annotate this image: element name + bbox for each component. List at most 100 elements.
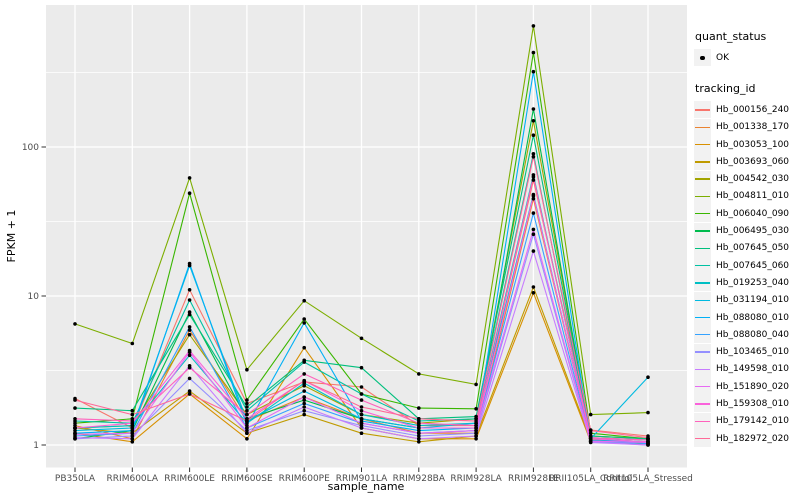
legend-panel: quant_status OK tracking_id Hb_000156_24… bbox=[694, 0, 800, 448]
data-point bbox=[73, 428, 77, 433]
data-point bbox=[130, 426, 135, 430]
data-point bbox=[73, 322, 77, 326]
data-point bbox=[302, 389, 307, 393]
legend-line-swatch bbox=[695, 368, 710, 371]
legend-title-quant-status: quant_status bbox=[695, 30, 767, 43]
x-tick-label: RRIM600PE bbox=[279, 474, 331, 484]
legend-line-swatch bbox=[695, 213, 710, 215]
data-point bbox=[130, 437, 135, 441]
data-point bbox=[359, 426, 364, 430]
x-tick-label: RRIM600SE bbox=[221, 474, 273, 484]
legend-line-swatch bbox=[695, 109, 710, 111]
x-tick-label: RRIM600LA bbox=[107, 474, 159, 484]
data-point bbox=[187, 376, 192, 381]
data-point bbox=[130, 412, 135, 417]
legend-item-label: Hb_001338_170 bbox=[716, 122, 790, 133]
data-point bbox=[531, 249, 536, 253]
legend-line-swatch bbox=[695, 334, 710, 336]
data-point bbox=[359, 421, 364, 426]
data-point bbox=[187, 261, 192, 266]
legend-key-box bbox=[694, 326, 711, 344]
data-point bbox=[359, 431, 364, 436]
legend-line-swatch bbox=[695, 264, 710, 267]
data-point bbox=[187, 310, 192, 314]
legend-line-swatch bbox=[695, 282, 710, 284]
data-point bbox=[359, 385, 364, 389]
data-point bbox=[73, 417, 77, 421]
legend-item-tracking: Hb_003053_100 bbox=[694, 136, 800, 154]
data-point bbox=[588, 431, 593, 436]
legend-line-swatch bbox=[695, 437, 710, 440]
legend-item-label: Hb_004542_030 bbox=[716, 174, 790, 185]
legend-item-tracking: Hb_007645_050 bbox=[694, 239, 800, 257]
y-tick-label: 100 bbox=[22, 143, 39, 153]
data-point bbox=[417, 421, 421, 426]
data-point bbox=[302, 383, 307, 388]
data-point bbox=[359, 408, 364, 413]
x-tick-label: RRII105LA_Control bbox=[549, 474, 632, 484]
data-point bbox=[531, 285, 536, 289]
data-point bbox=[531, 69, 536, 74]
legend-line-swatch bbox=[695, 420, 710, 422]
data-point bbox=[130, 419, 135, 423]
data-point bbox=[187, 288, 192, 292]
legend-item-label: Hb_031194_010 bbox=[716, 295, 790, 306]
legend-key-box bbox=[694, 118, 711, 136]
y-tick-label: 1 bbox=[33, 441, 39, 451]
data-point bbox=[359, 412, 364, 417]
data-point bbox=[245, 408, 249, 413]
data-point bbox=[417, 428, 421, 433]
legend-key-box bbox=[694, 430, 711, 448]
legend-key-box bbox=[694, 395, 711, 413]
data-point bbox=[245, 398, 249, 402]
data-point bbox=[302, 412, 307, 417]
data-point bbox=[245, 426, 249, 430]
data-point bbox=[417, 372, 421, 376]
data-point bbox=[646, 435, 650, 440]
legend-line-swatch bbox=[695, 195, 710, 198]
legend-item-tracking: Hb_103465_010 bbox=[694, 343, 800, 361]
data-point bbox=[187, 328, 192, 332]
data-point bbox=[417, 440, 421, 444]
legend-item-tracking: Hb_179142_010 bbox=[694, 412, 800, 430]
data-point bbox=[130, 440, 135, 444]
legend-item-tracking: Hb_159308_010 bbox=[694, 395, 800, 413]
legend-item-tracking: Hb_003693_060 bbox=[694, 153, 800, 171]
legend-item-label: Hb_003053_100 bbox=[716, 139, 790, 150]
legend-item-label: Hb_088080_010 bbox=[716, 312, 790, 323]
plot-panel: 1 10 100 PB350LA RRIM600LA RRIM600LE RRIM600SE… bbox=[22, 5, 693, 484]
data-point bbox=[130, 434, 135, 438]
x-tick-label: RRIM928LE bbox=[508, 474, 559, 484]
legend-key-box bbox=[694, 360, 711, 378]
data-point bbox=[302, 298, 307, 303]
legend-item-tracking: Hb_031194_010 bbox=[694, 291, 800, 309]
data-point bbox=[130, 341, 135, 346]
legend-item-tracking: Hb_088080_010 bbox=[694, 309, 800, 326]
data-point bbox=[588, 435, 593, 440]
legend-line-swatch bbox=[695, 143, 710, 146]
data-point bbox=[245, 367, 249, 372]
data-point bbox=[187, 176, 192, 180]
data-point bbox=[245, 405, 249, 409]
data-point bbox=[474, 431, 478, 436]
legend-key-box bbox=[694, 378, 711, 396]
legend-line-swatch bbox=[695, 385, 710, 388]
x-tick-label: RRII105LA_Stressed bbox=[603, 474, 693, 484]
legend-item-label: Hb_182972_020 bbox=[716, 433, 790, 444]
data-point bbox=[417, 437, 421, 441]
data-point bbox=[417, 431, 421, 436]
x-axis-title: sample_name bbox=[328, 480, 405, 493]
data-point bbox=[302, 408, 307, 413]
legend-key-box bbox=[694, 343, 711, 361]
legend-key-box bbox=[694, 274, 711, 292]
data-point bbox=[474, 423, 478, 428]
legend-item-quant-ok: OK bbox=[694, 49, 800, 67]
data-point bbox=[302, 398, 307, 402]
legend-key-box bbox=[694, 153, 711, 171]
legend-line-swatch bbox=[695, 161, 710, 163]
data-point bbox=[359, 365, 364, 370]
data-point bbox=[187, 191, 192, 195]
data-point bbox=[245, 437, 249, 441]
legend-item-label: Hb_000156_240 bbox=[716, 104, 790, 115]
